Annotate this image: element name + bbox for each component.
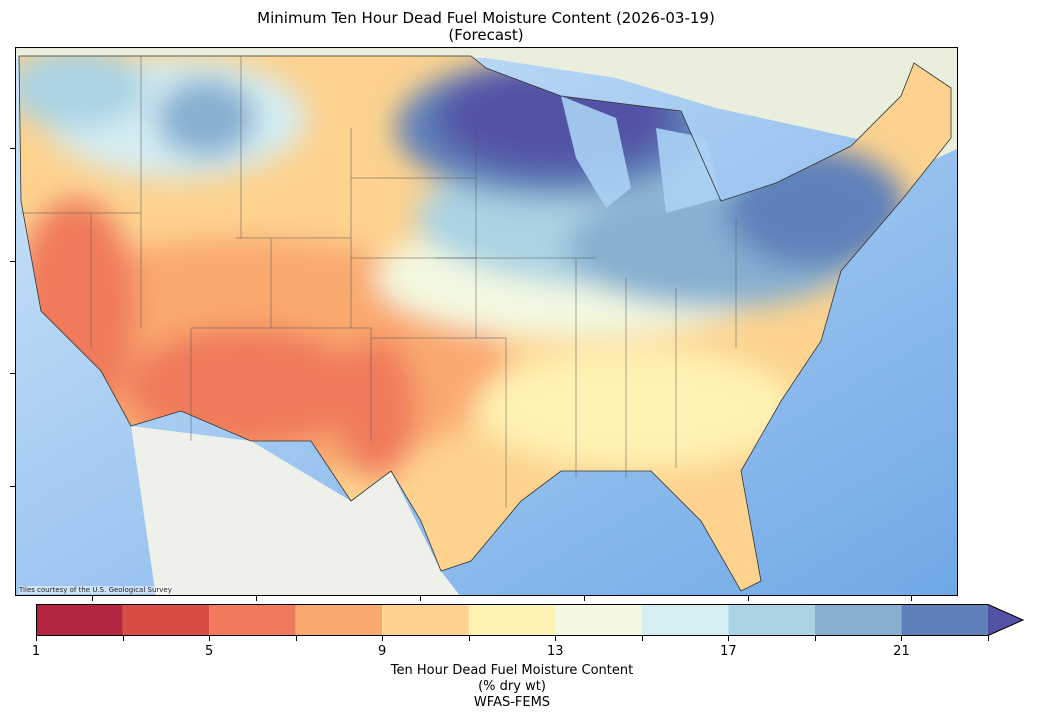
x-tick (92, 596, 93, 601)
colorbar-tick (295, 636, 297, 641)
x-tick (748, 596, 749, 601)
colorbar-tick-label: 5 (204, 644, 214, 659)
x-tick (584, 596, 585, 601)
colorbar-tick (468, 636, 470, 641)
colorbar-outline (36, 604, 1024, 636)
colorbar-units: (% dry wt) (478, 679, 546, 694)
colorbar-bin (814, 604, 902, 636)
us-border (18, 55, 952, 592)
y-tick (10, 373, 15, 374)
canada-land (16, 48, 957, 168)
colorbar-tick (901, 636, 903, 641)
x-tick (420, 596, 421, 601)
map-canvas (16, 48, 957, 595)
y-tick (10, 261, 15, 262)
x-tick (256, 596, 257, 601)
y-tick (10, 486, 15, 487)
colorbar-bin (555, 604, 642, 636)
x-tick (911, 596, 912, 601)
colorbar-bin (728, 604, 815, 636)
colorbar-bin (209, 604, 296, 636)
colorbar-tick (641, 636, 643, 641)
great-lakes (561, 96, 721, 213)
state-borders (21, 56, 737, 508)
map-panel[interactable] (15, 47, 958, 596)
colorbar-tick (555, 636, 557, 641)
colorbar-bin (468, 604, 556, 636)
mexico-land (131, 426, 460, 595)
colorbar-tick (382, 636, 384, 641)
colorbar-tick (814, 636, 816, 641)
colorbar-tick (122, 636, 124, 641)
colorbar-tick-label: 1 (31, 644, 41, 659)
chart-subtitle: (Forecast) (448, 26, 524, 44)
colorbar-tick-label: 17 (720, 644, 737, 659)
map-attribution: Tiles courtesy of the U.S. Geological Su… (19, 586, 172, 594)
colorbar-tick-label: 21 (893, 644, 910, 659)
colorbar-bin (641, 604, 729, 636)
colorbar-tick (728, 636, 730, 641)
colorbar-tick (209, 636, 211, 641)
colorbar-bin (295, 604, 383, 636)
colorbar-extend-arrow (988, 604, 1023, 636)
colorbar-tick-label: 9 (378, 644, 387, 659)
colorbar-bin (382, 604, 469, 636)
colorbar-label: Ten Hour Dead Fuel Moisture Content (390, 663, 634, 678)
chart-title: Minimum Ten Hour Dead Fuel Moisture Cont… (257, 9, 715, 27)
colorbar-source: WFAS-FEMS (473, 695, 551, 710)
colorbar-bin (36, 604, 123, 636)
colorbar-tick (36, 636, 37, 641)
colorbar-bin (122, 604, 210, 636)
colorbar-bin (901, 604, 988, 636)
colorbar-tick-label: 13 (546, 644, 564, 659)
colorbar (36, 604, 1024, 636)
colorbar-tick (988, 636, 989, 641)
y-tick (10, 148, 15, 149)
